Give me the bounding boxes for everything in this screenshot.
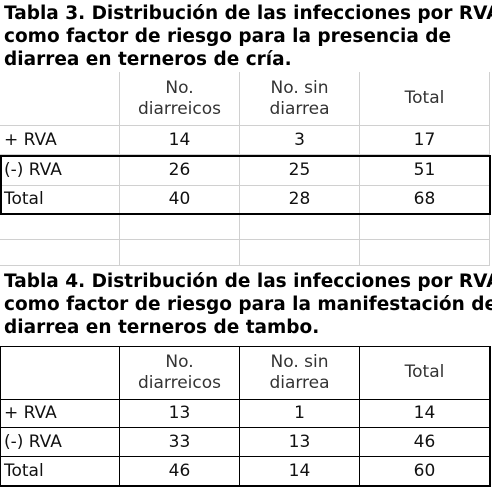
table-title: diarrea en terneros de cría. <box>4 49 292 70</box>
empty-cell <box>360 214 490 240</box>
table-cell: 17 <box>360 126 490 155</box>
row-label: + RVA <box>0 400 120 428</box>
empty-cell <box>0 240 120 266</box>
empty-cell <box>240 214 360 240</box>
table-cell: 13 <box>120 400 240 428</box>
table-title: Tabla 4. Distribución de las infecciones… <box>4 271 492 292</box>
row-label: (-) RVA <box>0 428 120 457</box>
table-cell: 51 <box>360 155 490 186</box>
table-cell: 25 <box>240 155 360 186</box>
empty-cell <box>360 240 490 266</box>
table-cell: 14 <box>240 457 360 486</box>
table-cell: 68 <box>360 186 490 214</box>
row-label: (-) RVA <box>0 155 120 186</box>
table-title: como factor de riesgo para la manifestac… <box>4 294 492 315</box>
table-cell: 46 <box>360 428 490 457</box>
column-header: Total <box>360 72 490 126</box>
empty-cell <box>120 240 240 266</box>
column-header: No. sin diarrea <box>240 72 360 126</box>
table-cell: 28 <box>240 186 360 214</box>
column-header: No. diarreicos <box>120 346 240 400</box>
table-cell: 3 <box>240 126 360 155</box>
table-title: como factor de riesgo para la presencia … <box>4 26 452 47</box>
table-cell: 40 <box>120 186 240 214</box>
table-cell: 26 <box>120 155 240 186</box>
empty-cell <box>240 240 360 266</box>
table-cell: 33 <box>120 428 240 457</box>
header-cell <box>0 346 120 400</box>
column-header: No. sin diarrea <box>240 346 360 400</box>
column-header: Total <box>360 346 490 400</box>
column-header: No. diarreicos <box>120 72 240 126</box>
table-cell: 60 <box>360 457 490 486</box>
empty-cell <box>120 214 240 240</box>
empty-cell <box>0 214 120 240</box>
table-cell: 13 <box>240 428 360 457</box>
table-cell: 46 <box>120 457 240 486</box>
table-cell: 14 <box>360 400 490 428</box>
table-title: diarrea en terneros de tambo. <box>4 317 320 338</box>
row-label: Total <box>0 457 120 486</box>
table-title: Tabla 3. Distribución de las infecciones… <box>4 3 492 24</box>
header-cell <box>0 72 120 126</box>
row-label: + RVA <box>0 126 120 155</box>
table-cell: 14 <box>120 126 240 155</box>
row-label: Total <box>0 186 120 214</box>
table-cell: 1 <box>240 400 360 428</box>
